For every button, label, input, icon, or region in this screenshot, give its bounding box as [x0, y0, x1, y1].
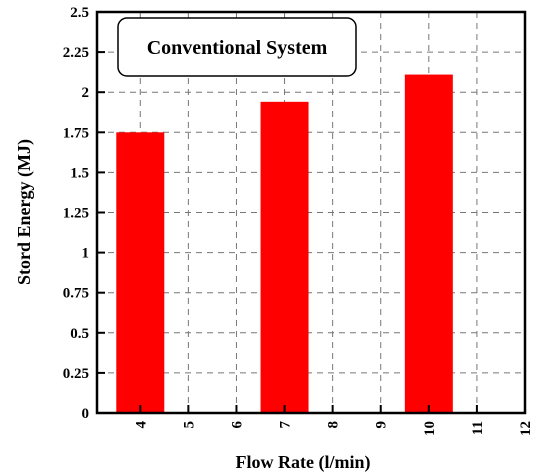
y-tick-label: 1.75	[63, 125, 89, 141]
x-tick-label: 5	[181, 421, 197, 429]
bars	[116, 74, 453, 414]
y-tick-label: 1.25	[63, 206, 89, 222]
y-tick-label: 0.75	[63, 286, 89, 302]
y-tick-label: 1	[82, 246, 90, 262]
x-tick-label: 8	[326, 421, 342, 429]
bar	[404, 74, 453, 413]
y-tick-labels: 0 0.25 0.5 0.75 1 1.25 1.5 1.75 2 2.25 2.5	[63, 5, 89, 422]
y-tick-label: 0.5	[70, 326, 89, 342]
legend-frame	[117, 17, 357, 77]
y-tick-label: 2	[82, 85, 90, 101]
x-tick-label: 9	[374, 421, 390, 429]
x-tick-label: 6	[229, 421, 245, 429]
axes	[95, 10, 527, 415]
x-tick-labels: 4 5 6 7 8 9 10 11 12	[133, 421, 534, 437]
y-tick-label: 1.5	[70, 165, 89, 181]
legend-box: Conventional System	[117, 17, 357, 77]
y-tick-label: 0.25	[63, 366, 89, 382]
y-tick-label: 2.25	[63, 45, 89, 61]
plot-frame	[95, 10, 527, 415]
y-tick-label: 2.5	[70, 5, 89, 21]
bar	[116, 132, 165, 414]
x-tick-label: 7	[278, 421, 294, 429]
x-tick-label: 11	[470, 421, 486, 435]
x-axis-title: Flow Rate (l/min)	[236, 452, 371, 473]
x-tick-label: 12	[518, 421, 534, 436]
x-tick-label: 4	[133, 421, 149, 429]
legend-label: Conventional System	[147, 37, 328, 59]
y-axis-title: Stord Energy (MJ)	[14, 139, 35, 285]
bar	[260, 101, 309, 413]
y-tick-label: 0	[82, 406, 90, 422]
x-tick-label: 10	[422, 421, 438, 436]
